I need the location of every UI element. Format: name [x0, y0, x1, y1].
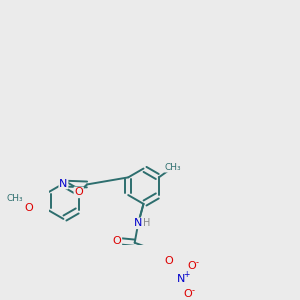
Text: CH₃: CH₃ [7, 194, 23, 203]
Text: CH₃: CH₃ [165, 163, 181, 172]
Text: O: O [24, 203, 33, 213]
Text: N: N [134, 218, 142, 228]
Text: O: O [74, 188, 83, 197]
Text: O: O [184, 290, 193, 299]
Text: -: - [196, 258, 199, 267]
Text: +: + [183, 270, 190, 279]
Text: O: O [112, 236, 122, 246]
Text: N: N [177, 274, 185, 284]
Text: N: N [59, 178, 68, 189]
Text: -: - [192, 286, 195, 295]
Text: O: O [187, 261, 196, 271]
Text: O: O [165, 256, 174, 266]
Text: H: H [143, 218, 150, 228]
